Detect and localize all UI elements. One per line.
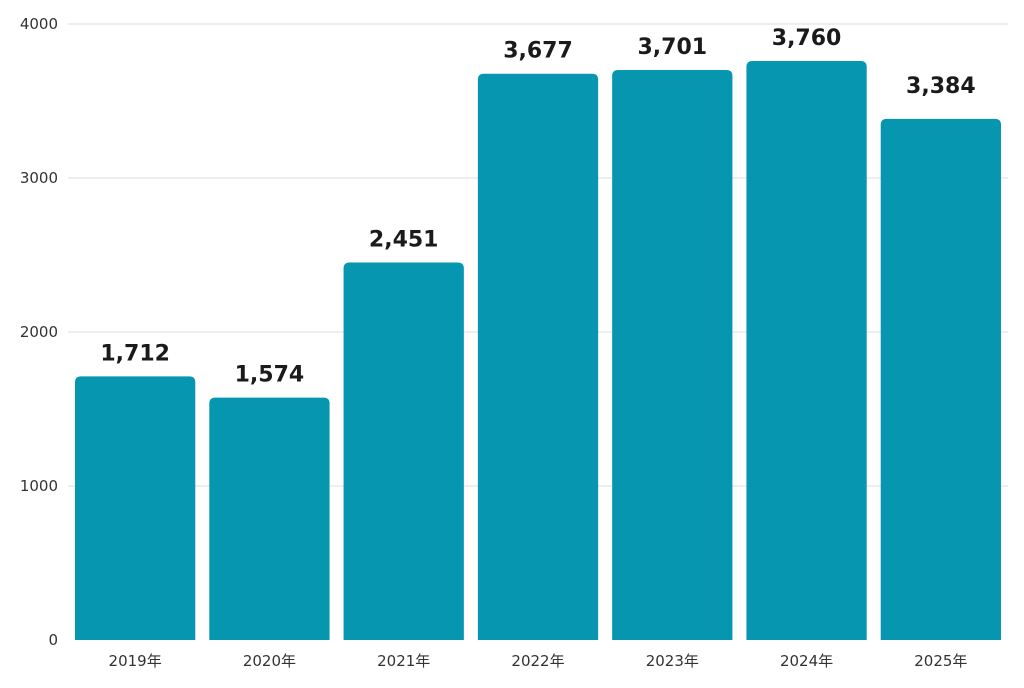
bar: [209, 397, 330, 640]
x-tick-label: 2019年: [109, 652, 162, 670]
bars: [75, 60, 1001, 640]
y-tick-label: 3000: [20, 169, 58, 187]
bar-value-label: 3,760: [772, 26, 842, 51]
x-tick-label: 2021年: [377, 652, 430, 670]
bar-value-label: 1,574: [235, 363, 305, 388]
y-tick-label: 1000: [20, 477, 58, 495]
bar-value-label: 2,451: [369, 228, 439, 253]
x-tick-label: 2023年: [646, 652, 699, 670]
x-tick-label: 2022年: [511, 652, 564, 670]
x-axis-ticks: 2019年 2020年 2021年 2022年 2023年 2024年 2025年: [109, 652, 968, 670]
x-tick-label: 2025年: [914, 652, 967, 670]
bar-value-label: 3,701: [637, 35, 707, 60]
y-tick-label: 2000: [20, 323, 58, 341]
data-labels: 1,712 1,574 2,451 3,677 3,701 3,760 3,384: [100, 26, 975, 388]
bar: [612, 70, 733, 640]
bar: [75, 376, 196, 640]
highlight-value-label: 3,384: [906, 74, 976, 99]
y-tick-label: 0: [48, 631, 58, 649]
bar-value-label: 3,677: [503, 39, 573, 64]
bar: [880, 118, 1001, 640]
x-tick-label: 2024年: [780, 652, 833, 670]
bar: [746, 60, 867, 640]
y-tick-label: 4000: [20, 15, 58, 33]
x-tick-label: 2020年: [243, 652, 296, 670]
y-axis-ticks: 0 1000 2000 3000 4000: [20, 15, 58, 649]
bar: [477, 73, 599, 640]
bar-value-label: 1,712: [100, 341, 170, 366]
bar: [343, 262, 464, 640]
